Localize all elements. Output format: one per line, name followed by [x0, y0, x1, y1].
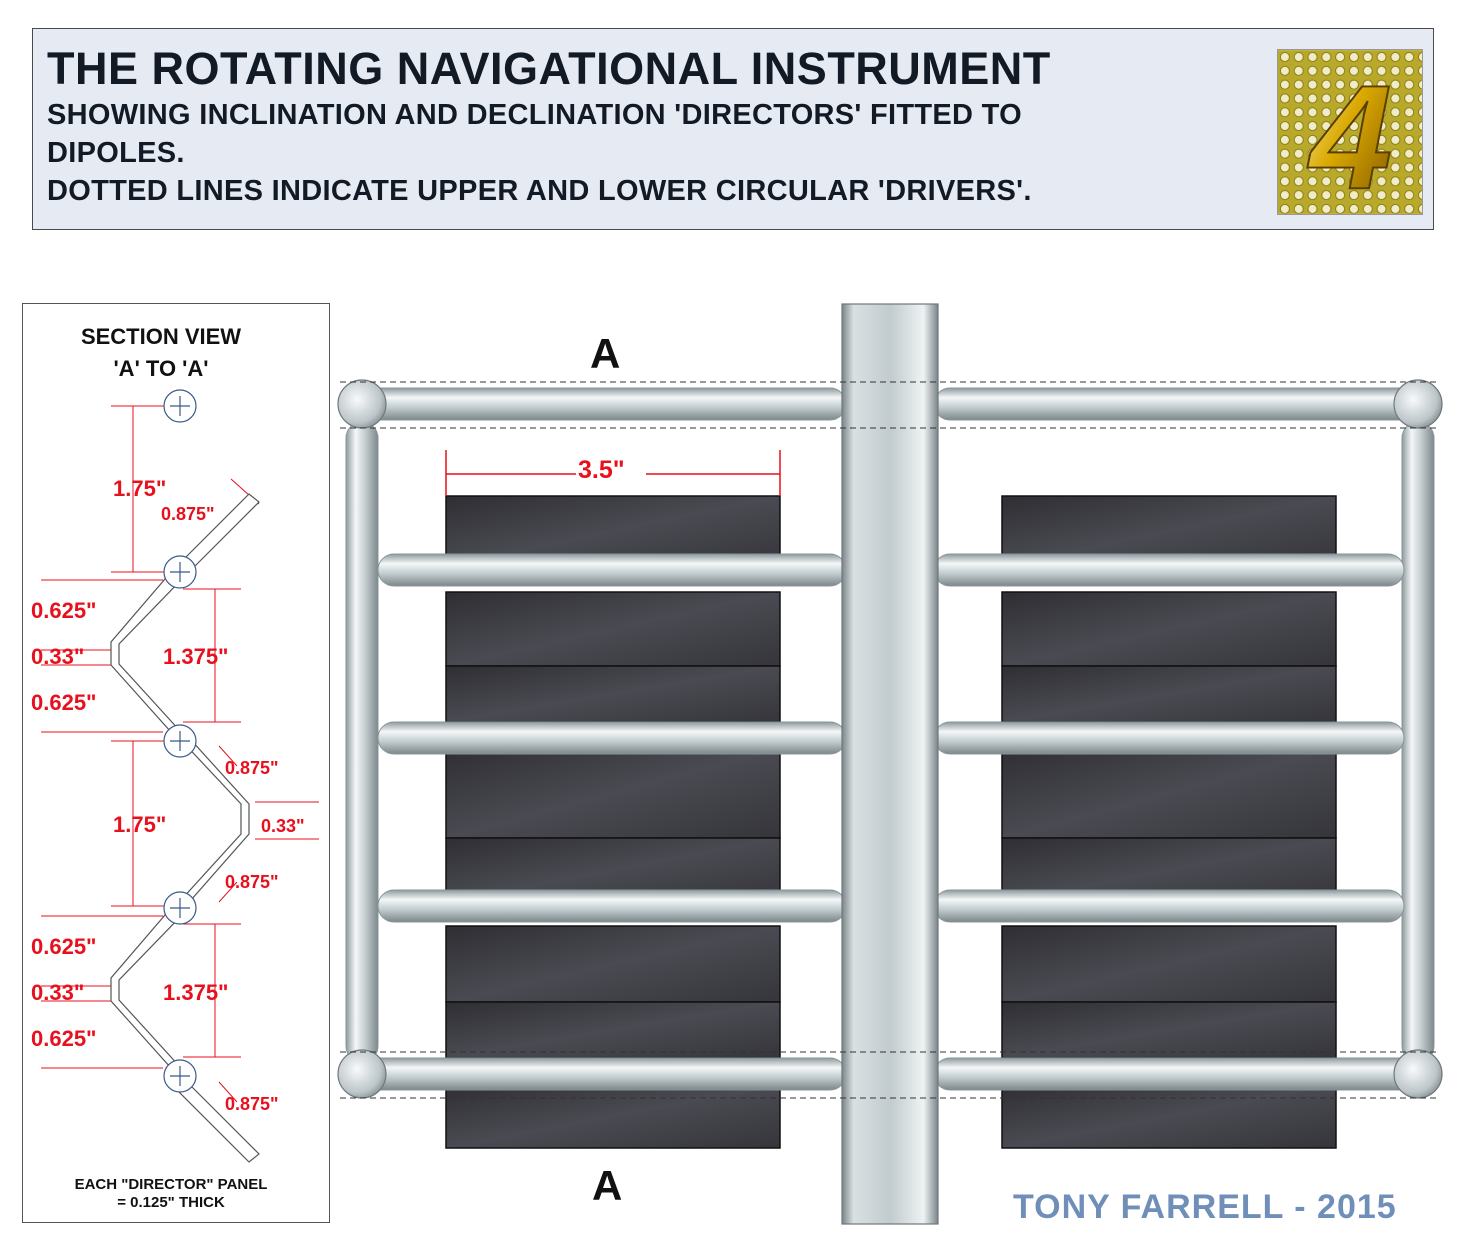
dipole-section-shape: [110, 493, 260, 1163]
central-mast: [841, 303, 939, 1225]
header-banner: THE ROTATING NAVIGATIONAL INSTRUMENT SHO…: [32, 28, 1434, 230]
panel-width-dimension: [445, 450, 781, 496]
section-note-line-2: = 0.125" THICK: [117, 1194, 225, 1211]
section-view-drawing: [41, 389, 319, 1163]
right-vertical-tube: [1401, 421, 1435, 1063]
dim-label: 0.625": [31, 1026, 97, 1051]
subtitle-line-2: DIPOLES.: [47, 137, 185, 169]
dim-label: 0.875": [225, 872, 279, 892]
dim-label: 0.33": [31, 644, 85, 669]
section-view-subtitle: 'A' TO 'A': [113, 356, 209, 381]
dim-label: 1.375": [163, 980, 229, 1005]
dim-label: 0.33": [31, 980, 85, 1005]
subtitle-line-1: SHOWING INCLINATION AND DECLINATION 'DIR…: [47, 99, 1022, 131]
page-title: THE ROTATING NAVIGATIONAL INSTRUMENT: [47, 43, 1051, 94]
dipole-tubes: [359, 387, 1421, 1091]
driver-dotted-lines: [340, 381, 1440, 1099]
section-mark-bottom: A: [592, 1162, 623, 1209]
dim-label: 0.33": [261, 816, 305, 836]
dim-label: 0.875": [225, 1094, 279, 1114]
dipole-circles: [163, 389, 197, 1093]
right-director-panels: [1001, 495, 1337, 1149]
dim-label: 1.75": [113, 476, 167, 501]
number-badge-icon: 4: [1277, 49, 1423, 215]
badge-number: 4: [1307, 55, 1392, 215]
dim-label: 1.375": [163, 644, 229, 669]
left-vertical-tube: [345, 421, 379, 1063]
instrument-front-view: [337, 303, 1443, 1225]
left-director-panels: [445, 495, 781, 1149]
author-credit: TONY FARRELL - 2015: [1013, 1188, 1397, 1226]
dim-label: 0.875": [225, 758, 279, 778]
section-view-panel: SECTION VIEW 'A' TO 'A': [22, 303, 330, 1223]
section-view-title: SECTION VIEW: [80, 324, 242, 349]
dimension-lines: [41, 405, 319, 1103]
dim-label: 0.625": [31, 690, 97, 715]
section-mark-top: A: [590, 330, 621, 377]
dim-label: 0.625": [31, 934, 97, 959]
panel-width-label: 3.5": [578, 456, 625, 484]
dim-label: 0.625": [31, 598, 97, 623]
dim-label: 1.75": [113, 812, 167, 837]
section-note-line-1: EACH "DIRECTOR" PANEL: [74, 1176, 268, 1193]
subtitle-line-3: DOTTED LINES INDICATE UPPER AND LOWER CI…: [47, 175, 1032, 207]
dim-label: 0.875": [161, 504, 215, 524]
